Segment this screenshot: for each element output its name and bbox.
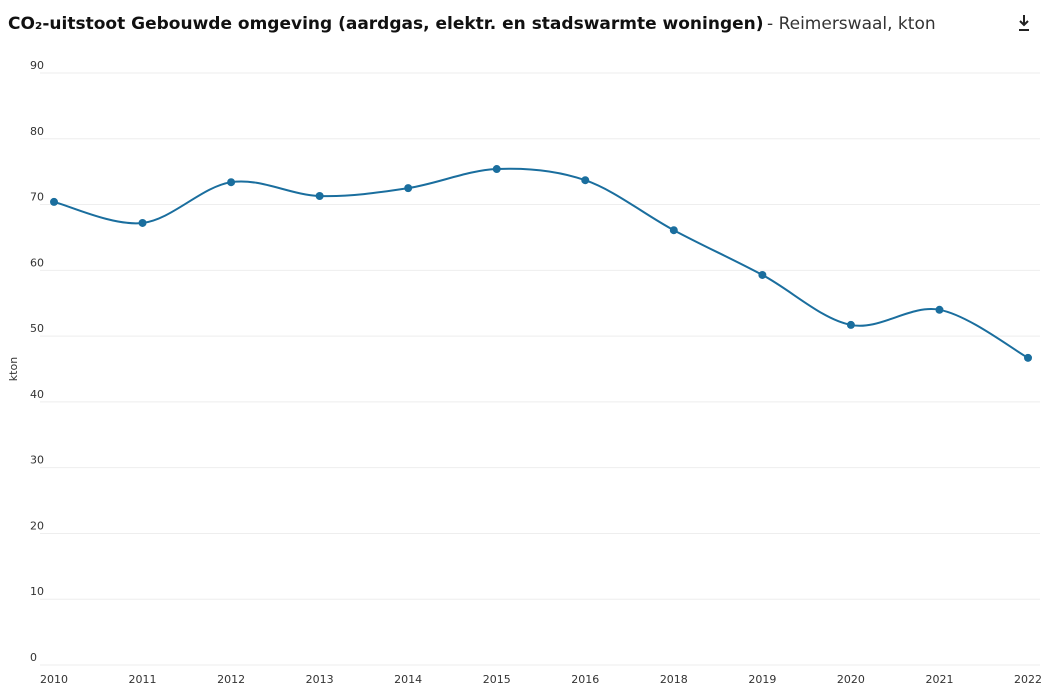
y-tick-label: 20 bbox=[30, 519, 44, 532]
y-axis-title: kton bbox=[7, 357, 20, 381]
x-tick-label: 2015 bbox=[483, 673, 511, 686]
point bbox=[492, 165, 501, 174]
download-icon[interactable] bbox=[1019, 15, 1029, 31]
point bbox=[935, 305, 944, 314]
y-tick-label: 50 bbox=[30, 322, 44, 335]
x-tick-label: 2013 bbox=[306, 673, 334, 686]
x-tick-label: 2010 bbox=[40, 673, 68, 686]
point bbox=[315, 192, 324, 201]
point bbox=[581, 176, 590, 185]
line bbox=[53, 167, 1029, 359]
point bbox=[669, 226, 678, 235]
x-tick-label: 2014 bbox=[394, 673, 422, 686]
y-tick-label: 80 bbox=[30, 125, 44, 138]
x-tick-label: 2018 bbox=[660, 673, 688, 686]
download-button[interactable] bbox=[1019, 15, 1029, 31]
x-tick-label: 2011 bbox=[129, 673, 157, 686]
x-tick-label: 2022 bbox=[1014, 673, 1042, 686]
x-tick-label: 2019 bbox=[748, 673, 776, 686]
x-tick-label: 2021 bbox=[925, 673, 953, 686]
x-tick-label: 2016 bbox=[571, 673, 599, 686]
y-tick-label: 90 bbox=[30, 59, 44, 72]
chart-title: CO₂-uitstoot Gebouwde omgeving (aardgas,… bbox=[8, 14, 764, 34]
point bbox=[758, 270, 767, 279]
y-tick-label: 70 bbox=[30, 191, 44, 204]
point bbox=[50, 197, 58, 206]
point bbox=[138, 218, 147, 227]
y-tick-label: 40 bbox=[30, 388, 44, 401]
y-tick-label: 30 bbox=[30, 454, 44, 467]
chart-subtitle: - Reimerswaal, kton bbox=[767, 14, 936, 34]
point bbox=[404, 184, 413, 193]
point bbox=[227, 178, 236, 187]
point bbox=[1024, 353, 1032, 362]
y-tick-label: 60 bbox=[30, 256, 44, 269]
y-tick-label: 0 bbox=[30, 651, 37, 664]
y-tick-label: 10 bbox=[30, 585, 44, 598]
point bbox=[846, 320, 855, 329]
x-tick-label: 2020 bbox=[837, 673, 865, 686]
chart-title-group: CO₂-uitstoot Gebouwde omgeving (aardgas,… bbox=[8, 14, 936, 34]
x-tick-label: 2012 bbox=[217, 673, 245, 686]
